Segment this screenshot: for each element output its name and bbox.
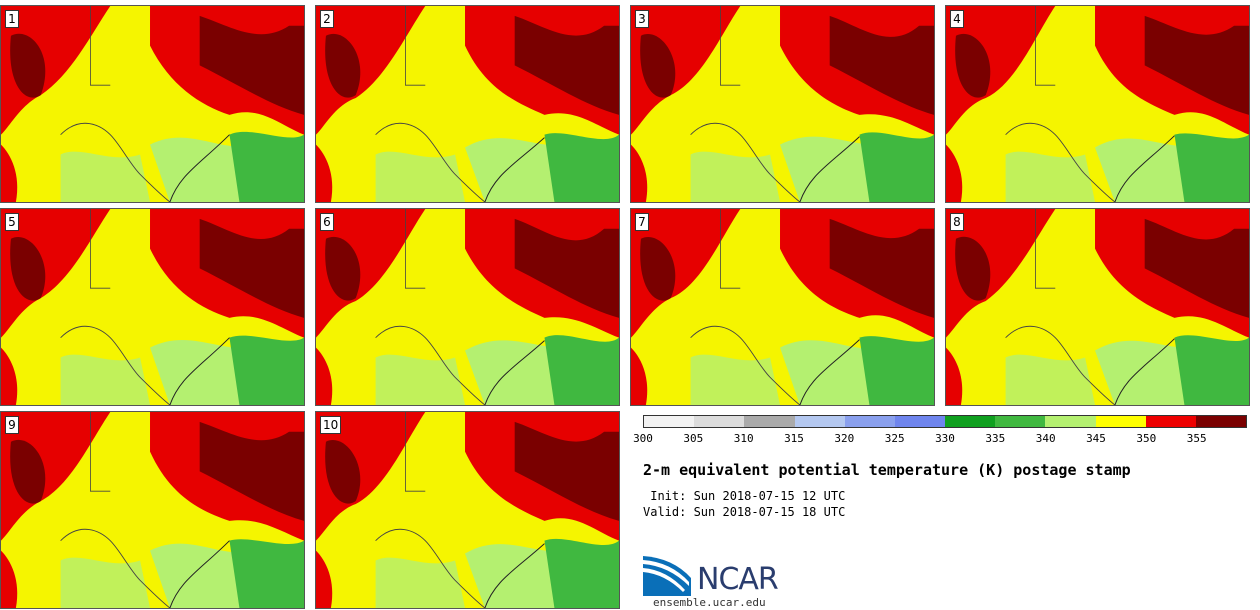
member-number: 1 [5,10,19,28]
colorbar-tick-label: 325 [884,432,905,445]
colorbar-tick-label: 305 [683,432,704,445]
member-number: 7 [635,213,649,231]
init-time: Init: Sun 2018-07-15 12 UTC [643,489,846,503]
logo-text: NCAR [697,562,779,597]
colorbar-tick-label: 335 [985,432,1006,445]
ensemble-member-panel: 6 [315,208,620,406]
colorbar-tick-label: 310 [733,432,754,445]
member-number: 8 [950,213,964,231]
member-number: 2 [320,10,334,28]
colorbar-tick-label: 330 [935,432,955,445]
temperature-map [316,412,619,608]
temperature-map [316,209,619,405]
colorbar-segment [694,416,745,427]
colorbar-segment [644,416,695,427]
member-number: 5 [5,213,19,231]
member-number: 6 [320,213,334,231]
colorbar-segment [1195,416,1247,427]
temperature-map [946,6,1249,202]
ensemble-member-panel: 2 [315,5,620,203]
temperature-map [1,412,304,608]
temperature-map [1,209,304,405]
member-number: 4 [950,10,964,28]
colorbar [643,415,1247,428]
temperature-map [316,6,619,202]
colorbar-segment [1095,416,1146,427]
ensemble-member-panel: 9 [0,411,305,609]
valid-time: Valid: Sun 2018-07-15 18 UTC [643,505,846,519]
colorbar-tick-label: 315 [784,432,804,445]
ensemble-member-panel: 5 [0,208,305,406]
colorbar-tick-label: 340 [1035,432,1056,445]
colorbar-segment [945,416,996,427]
colorbar-segment [894,416,946,427]
colorbar-tick-label: 355 [1186,432,1207,445]
temperature-map [1,6,304,202]
colorbar-segment [995,416,1046,427]
colorbar-segment [844,416,895,427]
ncar-logo-icon [643,556,691,596]
temperature-map [631,209,934,405]
colorbar-tick-label: 300 [633,432,653,445]
colorbar-segment [1145,416,1196,427]
chart-title: 2-m equivalent potential temperature (K)… [643,461,1131,479]
ensemble-member-panel: 1 [0,5,305,203]
colorbar-segment [794,416,845,427]
temperature-map [946,209,1249,405]
colorbar-segment [1045,416,1096,427]
colorbar-segment [744,416,795,427]
colorbar-tick-label: 350 [1136,432,1157,445]
member-number: 9 [5,416,19,434]
colorbar-ticks: 300 305 310 315 320 325 330 335 340 345 350 355 [633,432,1247,446]
ensemble-member-panel: 4 [945,5,1250,203]
site-url[interactable]: ensemble.ucar.edu [653,596,766,609]
ensemble-member-panel: 8 [945,208,1250,406]
ensemble-member-panel: 3 [630,5,935,203]
ensemble-member-panel: 7 [630,208,935,406]
temperature-map [631,6,934,202]
colorbar-tick-label: 320 [834,432,855,445]
member-number: 10 [320,416,342,434]
ensemble-member-panel: 10 [315,411,620,609]
member-number: 3 [635,10,649,28]
colorbar-tick-label: 345 [1086,432,1106,445]
